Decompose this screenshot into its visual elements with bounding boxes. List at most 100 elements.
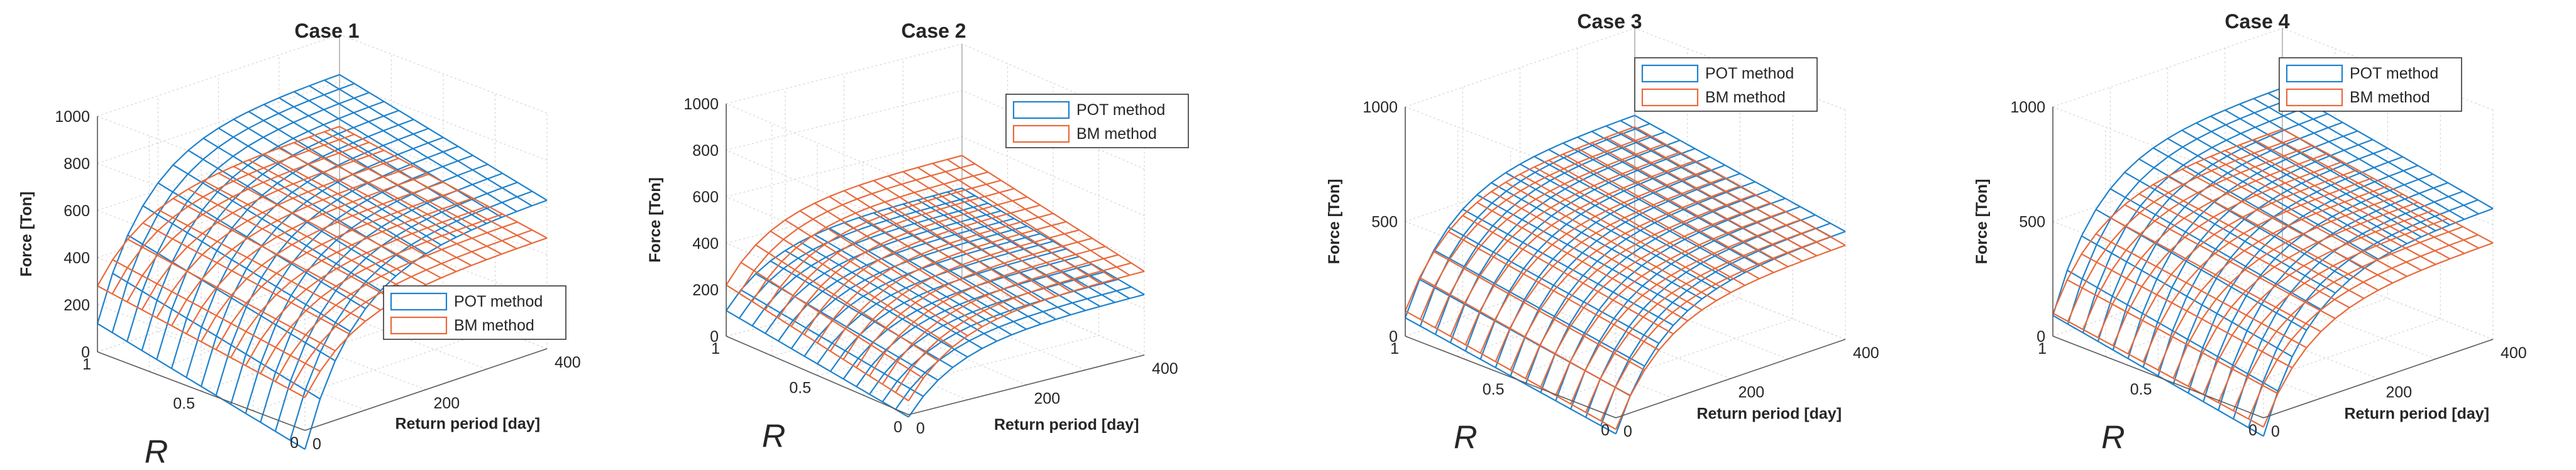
mesh-line <box>2127 169 2358 354</box>
mesh-line <box>2225 150 2436 265</box>
y-axis-label: R <box>1454 420 1478 456</box>
y-tick-label: 0.5 <box>173 395 195 413</box>
x-tick-label: 200 <box>1034 390 1061 408</box>
axes <box>2052 107 2494 418</box>
mesh-line <box>1434 249 1645 367</box>
surface-bm <box>2052 128 2494 428</box>
grid-line <box>726 136 1145 216</box>
mesh-line <box>324 79 533 207</box>
x-tick-label: 200 <box>434 395 460 412</box>
mesh-line <box>829 227 1012 336</box>
grid-line <box>2105 48 2336 358</box>
mesh-line <box>1534 156 1745 273</box>
mesh-line <box>1534 166 1745 287</box>
x-tick-label: 0 <box>916 420 925 437</box>
mesh-line <box>2196 161 2407 277</box>
surface-pot <box>1404 114 1846 435</box>
mesh-line <box>263 153 472 266</box>
mesh-line <box>233 165 442 279</box>
legend-swatch-pot <box>2286 64 2343 83</box>
y-tick-label: 1 <box>1390 340 1399 358</box>
mesh-line <box>1519 163 1732 281</box>
mesh-line <box>2181 129 2393 252</box>
mesh-line <box>1434 251 1645 371</box>
mesh-line <box>1591 142 1803 262</box>
y-tick-label: 0 <box>1601 422 1610 439</box>
legend: POT method BM method <box>383 285 567 340</box>
mesh-line <box>1405 310 1617 430</box>
mesh-line <box>2095 233 2307 349</box>
mesh-line <box>2097 153 2328 338</box>
x-tick-label: 400 <box>2501 344 2527 362</box>
mesh-line <box>1447 231 1659 351</box>
x-axis-label: Return period [day] <box>395 415 540 433</box>
grid-line <box>97 163 306 243</box>
mesh-line <box>97 285 306 398</box>
z-tick-label: 800 <box>64 155 90 173</box>
mesh-line <box>785 219 968 337</box>
grid-line <box>902 58 1086 371</box>
mesh-line <box>2210 156 2422 271</box>
mesh-line <box>932 163 1115 280</box>
mesh-line <box>755 244 939 361</box>
y-axis-label: R <box>2101 420 2125 456</box>
mesh-line <box>799 241 983 349</box>
legend: POT method BM method <box>1005 94 1189 148</box>
y-tick-label: 1 <box>711 340 720 358</box>
mesh-line <box>770 260 953 368</box>
legend-swatch-pot <box>1641 64 1699 83</box>
mesh-line <box>2109 217 2321 332</box>
legend-label: BM method <box>1076 125 1157 143</box>
mesh-line <box>873 212 1056 320</box>
mesh-line <box>1634 114 1846 232</box>
y-tick-label: 0 <box>290 434 299 452</box>
z-tick-label: 400 <box>692 235 719 253</box>
y-tick-label: 0 <box>2248 422 2257 439</box>
grid-line <box>2052 257 2494 340</box>
grid-line <box>1510 69 1741 378</box>
grid-line <box>785 89 968 400</box>
mesh-line <box>218 127 427 254</box>
mesh-line <box>869 271 1106 395</box>
mesh-line <box>2282 128 2494 244</box>
mesh-line <box>2181 168 2393 284</box>
mesh-line <box>882 278 1119 403</box>
mesh-line <box>339 126 548 239</box>
mesh-line <box>888 175 1071 293</box>
mesh-line <box>799 210 983 327</box>
legend-box <box>1634 57 1818 112</box>
y-axis-label: R <box>145 434 169 470</box>
mesh-line <box>218 172 427 286</box>
mesh-line <box>1620 131 1832 251</box>
mesh-line <box>947 158 1130 276</box>
mesh-line <box>1491 190 1703 311</box>
x-tick-label: 400 <box>555 354 581 371</box>
mesh-line <box>2253 97 2465 220</box>
grid-line <box>1563 89 1793 398</box>
mesh-line <box>324 131 533 244</box>
x-axis-line <box>1615 339 1846 418</box>
z-axis-label: Force [Ton] <box>18 192 35 277</box>
z-tick-label: 1000 <box>2010 99 2045 116</box>
mesh-line <box>1476 202 1688 322</box>
mesh-line <box>1419 276 1631 397</box>
mesh-line <box>2067 270 2279 392</box>
mesh-line <box>770 230 953 347</box>
mesh-line <box>97 323 306 450</box>
z-tick-label: 1000 <box>1363 99 1398 116</box>
mesh-line <box>726 310 909 418</box>
mesh-line <box>263 104 472 231</box>
mesh-line <box>2253 139 2465 254</box>
mesh-line <box>1447 226 1659 344</box>
x-axis-label: Return period [day] <box>994 416 1139 434</box>
legend-swatch-pot <box>390 292 448 311</box>
chart-title: Case 3 <box>1577 10 1642 33</box>
mesh-line <box>2138 193 2350 309</box>
mesh-line <box>2081 235 2293 358</box>
mesh-line <box>843 190 1027 307</box>
y-tick-label: 0.5 <box>2130 381 2152 398</box>
legend-swatch-bm <box>2286 88 2343 107</box>
y-axis-label: R <box>762 418 786 454</box>
legend-label: POT method <box>454 293 543 310</box>
